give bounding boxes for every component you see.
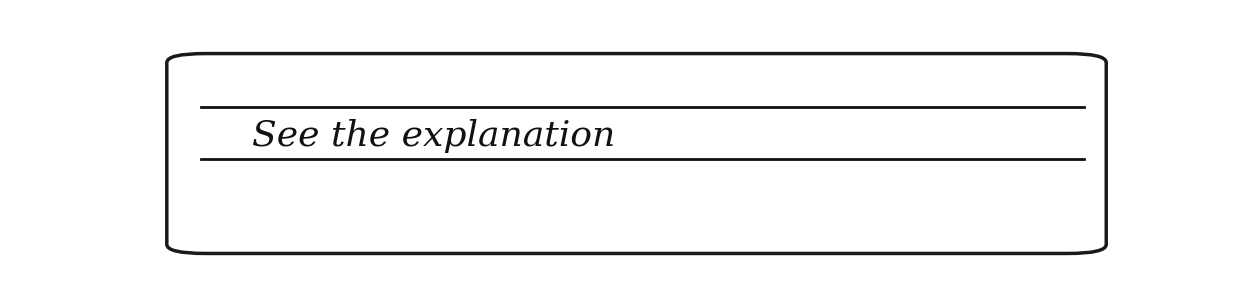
FancyBboxPatch shape: [166, 54, 1107, 253]
Text: See the explanation: See the explanation: [251, 119, 615, 153]
